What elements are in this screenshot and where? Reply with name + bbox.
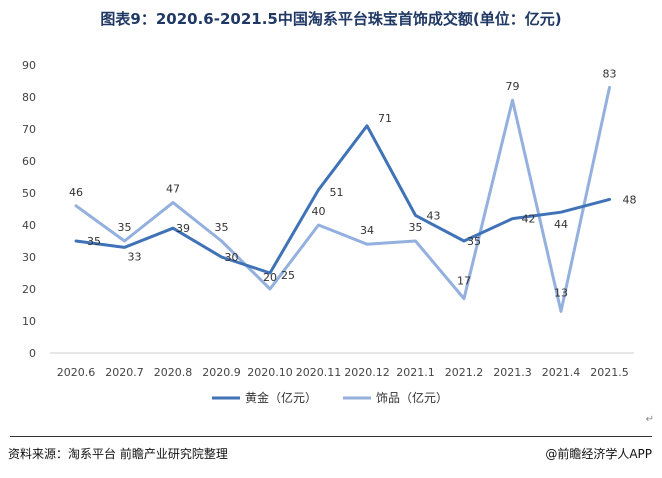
data-label-gold: 43 [427,209,441,222]
data-label-accessories: 79 [506,80,520,93]
data-label-gold: 35 [467,235,481,248]
data-label-gold: 42 [522,213,536,226]
x-tick-label: 2020.12 [344,366,390,379]
data-label-accessories: 20 [263,271,277,284]
data-label-gold: 33 [128,250,142,263]
x-tick-label: 2021.4 [542,366,581,379]
x-tick-label: 2020.8 [154,366,193,379]
data-label-accessories: 34 [360,224,374,237]
legend-label: 饰品（亿元） [376,390,448,405]
series-line-accessories [74,85,611,313]
data-label-gold: 48 [623,193,637,206]
y-tick-label: 90 [22,59,36,72]
x-tick-label: 2020.10 [247,366,293,379]
data-label-gold: 51 [330,186,344,199]
x-tick-label: 2020.6 [57,366,96,379]
x-tick-label: 2021.5 [590,366,629,379]
x-tick-label: 2020.7 [105,366,144,379]
data-label-gold: 30 [225,251,239,264]
data-label-accessories: 35 [409,221,423,234]
legend-label: 黄金（亿元） [245,390,317,405]
data-label-accessories: 35 [118,221,132,234]
data-label-accessories: 83 [603,67,617,80]
y-tick-label: 10 [22,315,36,328]
x-tick-label: 2021.1 [396,366,435,379]
data-label-accessories: 47 [166,183,180,196]
data-label-gold: 25 [281,269,295,282]
y-tick-label: 40 [22,219,36,232]
data-label-gold: 71 [378,112,392,125]
y-tick-label: 30 [22,251,36,264]
data-label-gold: 39 [176,222,190,235]
data-label-gold: 35 [87,235,101,248]
x-tick-label: 2021.2 [445,366,484,379]
y-tick-label: 80 [22,91,36,104]
data-label-gold: 44 [554,218,568,231]
y-tick-label: 0 [29,347,36,360]
y-tick-label: 70 [22,123,36,136]
y-tick-label: 60 [22,155,36,168]
x-tick-label: 2020.9 [202,366,241,379]
data-label-accessories: 35 [215,221,229,234]
data-label-accessories: 17 [457,275,471,288]
x-tick-label: 2020.11 [296,366,342,379]
brand-credit: @前瞻经济学人APP [545,447,652,461]
x-tick-label: 2021.3 [493,366,532,379]
paragraph-mark: ↵ [645,414,654,425]
data-label-accessories: 46 [69,186,83,199]
source-note: 资料来源：淘系平台 前瞻产业研究院整理 [8,447,228,461]
chart-title: 图表9：2020.6-2021.5中国淘系平台珠宝首饰成交额(单位：亿元) [100,10,562,28]
series-line-gold [74,124,611,275]
footer-divider [10,436,652,437]
y-tick-label: 50 [22,187,36,200]
data-label-accessories: 13 [554,286,568,299]
y-tick-label: 20 [22,283,36,296]
data-label-accessories: 40 [312,205,326,218]
